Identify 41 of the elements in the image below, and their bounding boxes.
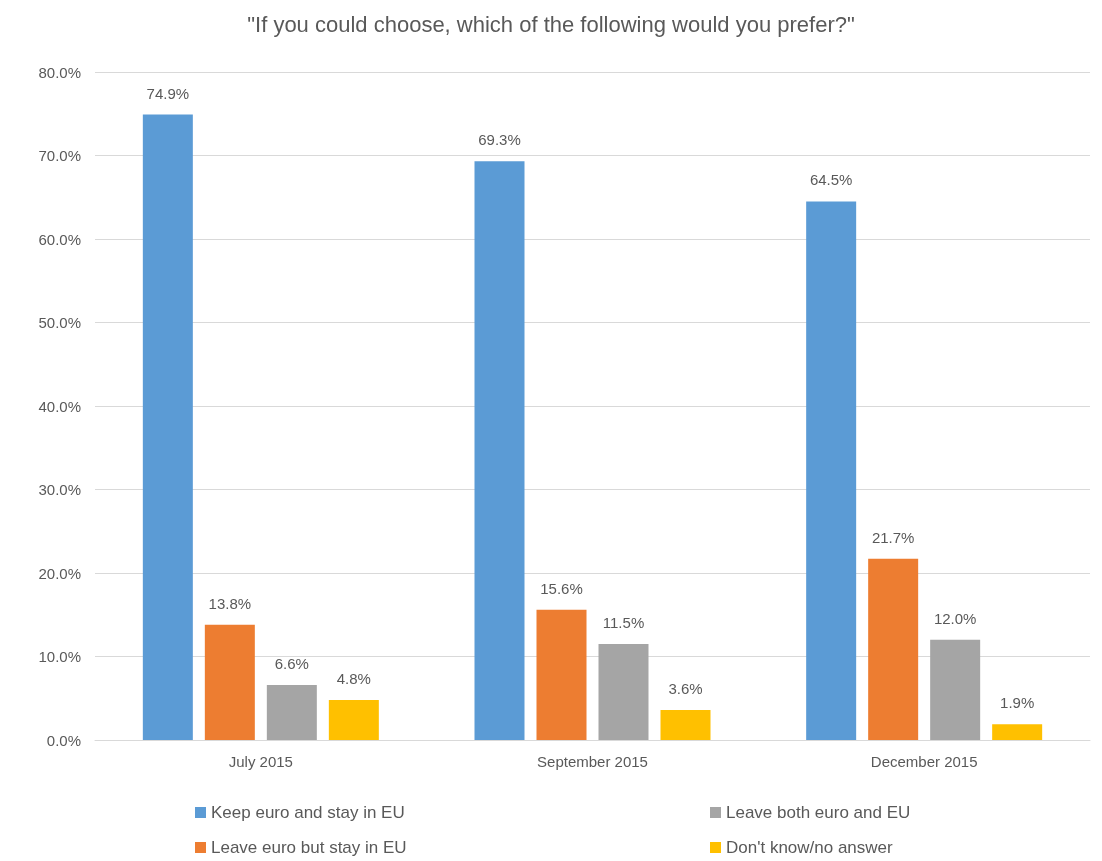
- bar: [142, 114, 193, 740]
- y-tick-label: 0.0%: [46, 731, 81, 749]
- y-tick-label: 80.0%: [38, 63, 81, 81]
- bar: [204, 624, 255, 740]
- bar: [266, 684, 317, 740]
- bar: [992, 724, 1043, 740]
- data-label: 21.7%: [871, 528, 915, 546]
- data-label: 1.9%: [1000, 694, 1035, 712]
- bar: [660, 709, 711, 740]
- data-label: 4.8%: [336, 669, 371, 687]
- y-tick-label: 50.0%: [38, 314, 81, 331]
- y-tick-label: 20.0%: [38, 564, 81, 582]
- data-label: 64.5%: [809, 171, 853, 189]
- y-tick-label: 70.0%: [38, 147, 81, 164]
- data-label: 74.9%: [146, 84, 190, 102]
- data-label: 12.0%: [933, 609, 977, 627]
- bar: [328, 699, 379, 740]
- x-tick-label: July 2015: [228, 753, 293, 770]
- data-label: 6.6%: [274, 654, 309, 672]
- bar: [806, 201, 857, 740]
- y-tick-label: 40.0%: [38, 397, 81, 415]
- x-tick-label: September 2015: [537, 753, 648, 770]
- bar: [598, 643, 649, 740]
- legend-label: Leave euro but stay in EU: [211, 838, 407, 857]
- data-label: 15.6%: [540, 579, 583, 597]
- data-label: 13.8%: [208, 594, 252, 612]
- data-label: 11.5%: [602, 613, 645, 631]
- legend-label: Leave both euro and EU: [726, 803, 911, 822]
- y-tick-label: 30.0%: [38, 481, 81, 498]
- legend-label: Don't know/no answer: [726, 838, 894, 857]
- data-label: 3.6%: [668, 679, 703, 697]
- y-tick-label: 60.0%: [38, 230, 81, 248]
- bar: [930, 639, 981, 740]
- data-label: 69.3%: [478, 131, 521, 149]
- legend-label: Keep euro and stay in EU: [211, 803, 405, 822]
- y-tick-label: 10.0%: [38, 648, 81, 665]
- bar: [868, 558, 919, 740]
- x-tick-label: December 2015: [870, 753, 978, 770]
- bar: [536, 609, 587, 740]
- bar: [474, 161, 525, 740]
- chart-title: "If you could choose, which of the following would you prefer?": [247, 11, 855, 37]
